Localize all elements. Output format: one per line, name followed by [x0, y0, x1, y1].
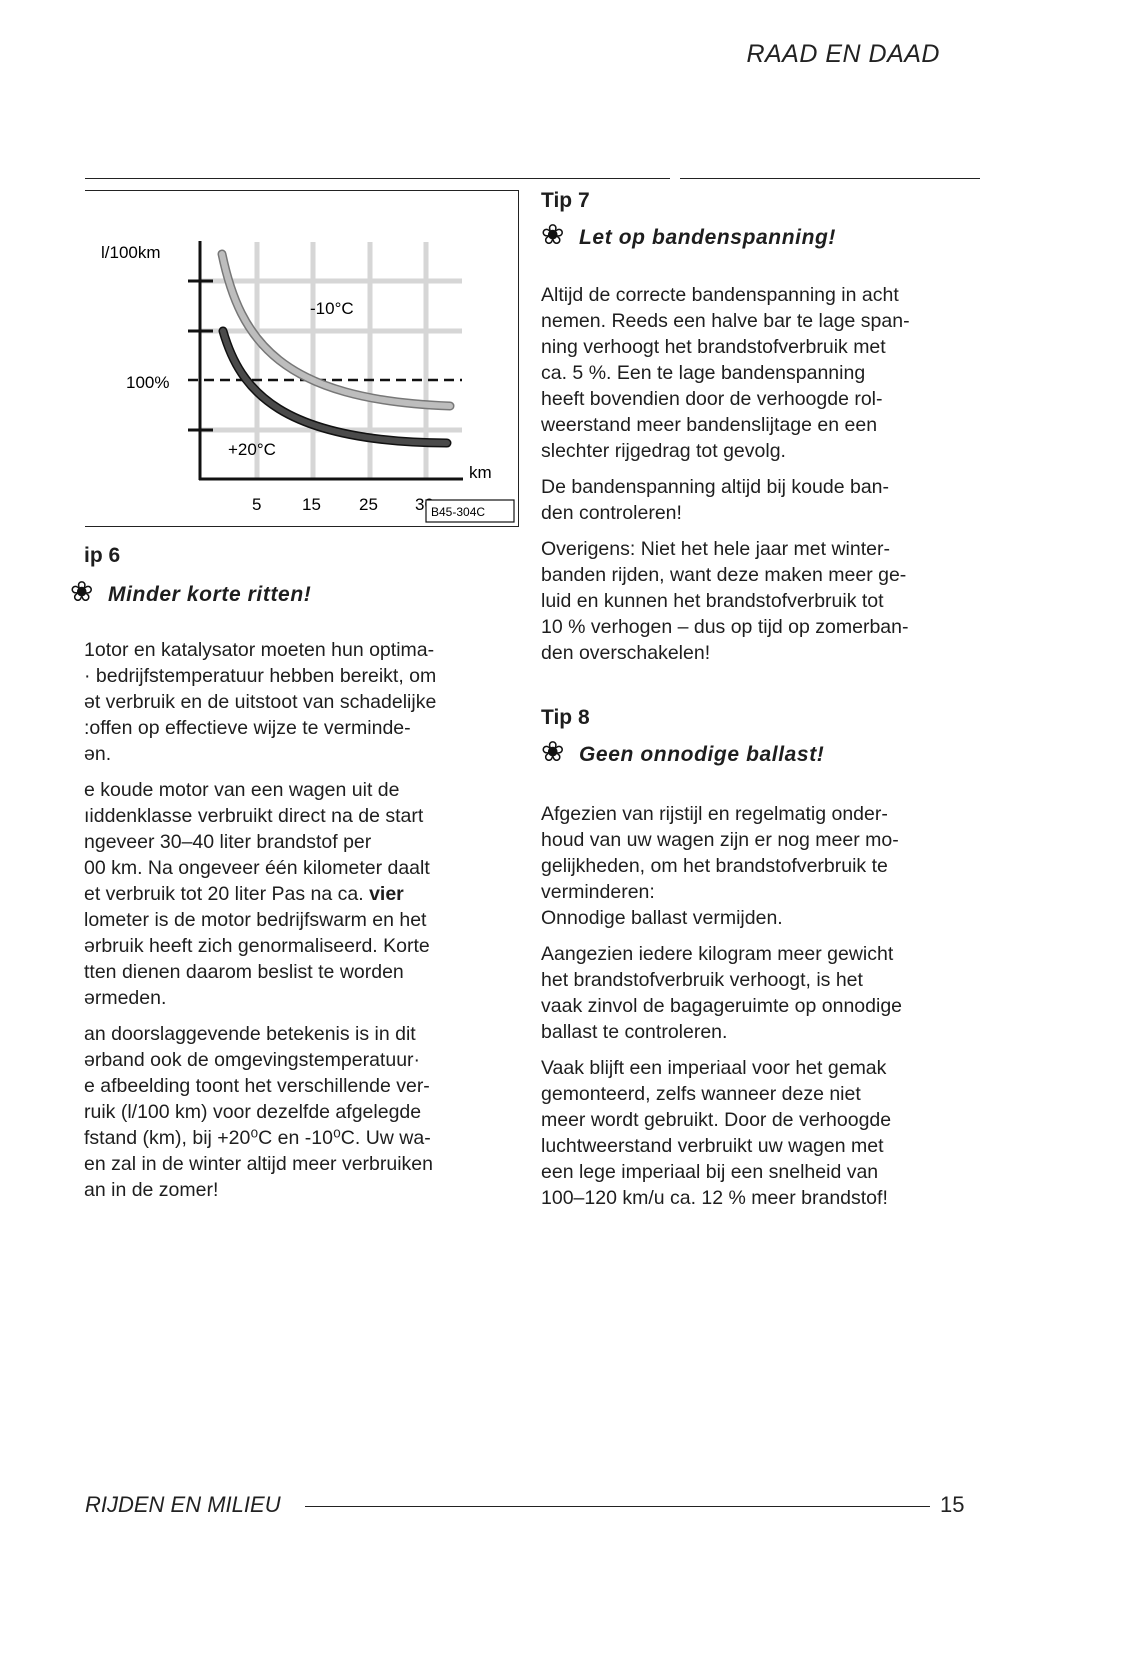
tip6-title: Minder korte ritten! — [108, 583, 312, 606]
text-line: e afbeelding toont het verschillende ver… — [84, 1075, 430, 1097]
text-line: ən. — [84, 743, 112, 765]
text-line: luchtweerstand verbruikt uw wagen met — [541, 1135, 884, 1157]
flower-icon: ❀ — [541, 736, 565, 767]
text-line: ruik (l/100 km) voor dezelfde afgelegde — [84, 1101, 422, 1123]
text-line: ərmeden. — [84, 987, 167, 1009]
curve-cold — [219, 251, 453, 409]
tip8-title: Geen onnodige ballast! — [579, 743, 825, 766]
text-line: heeft bovendien door de verhoogde rol- — [541, 388, 883, 410]
text-line: den controleren! — [541, 502, 682, 524]
text-line: Vaak blijft een imperiaal voor het gemak — [541, 1057, 887, 1079]
text-line: gemonteerd, zelfs wanneer deze niet — [541, 1083, 861, 1105]
text-line: houd van uw wagen zijn er nog meer mo- — [541, 829, 899, 851]
consumption-figure: l/100km 100% -10°C +20°C km 5 15 25 30 B… — [101, 241, 515, 523]
text-line: 10 % verhogen – dus op tijd op zomerban- — [541, 616, 909, 638]
text-line: gelijkheden, om het brandstofverbruik te — [541, 855, 888, 877]
text-line: Onnodige ballast vermijden. — [541, 907, 783, 929]
tip7-paragraph: Altijd de correcte bandenspanning in ach… — [541, 282, 1001, 464]
curve-warm-label: +20°C — [228, 440, 276, 459]
footer-rule — [305, 1506, 930, 1507]
text-line: ngeveer 30–40 liter brandstof per — [84, 831, 372, 853]
text-line: ət verbruik en de uitstoot van schadelij… — [84, 691, 437, 713]
x-axis-label: km — [469, 463, 492, 482]
grid — [200, 242, 462, 478]
tip8-paragraph: Afgezien van rijstijl en regelmatig onde… — [541, 801, 1001, 931]
divider — [680, 178, 980, 179]
text-line: Overigens: Niet het hele jaar met winter… — [541, 538, 890, 560]
tip8-number: Tip 8 — [541, 706, 590, 729]
figure-frame — [85, 190, 519, 527]
text-line: lometer is de motor bedrijfswarm en het — [84, 909, 427, 931]
tip7-paragraph: De bandenspanning altijd bij koude ban- … — [541, 474, 1001, 526]
text-fragment: et verbruik tot 20 liter Pas na ca. — [84, 883, 370, 905]
text-line: banden rijden, want deze maken meer ge- — [541, 564, 907, 586]
y-axis-label: l/100km — [101, 243, 161, 262]
running-footer: RIJDEN EN MILIEU — [85, 1492, 281, 1517]
text-line: nemen. Reeds een halve bar te lage span- — [541, 310, 910, 332]
text-line: fstand (km), bij +20⁰C en -10⁰C. Uw wa- — [84, 1127, 431, 1149]
text-line: ning verhoogt het brandstofverbruik met — [541, 336, 886, 358]
text-line: het brandstofverbruik verhoogt, is het — [541, 969, 863, 991]
x-tick-label: 15 — [302, 495, 321, 514]
text-line: Altijd de correcte bandenspanning in ach… — [541, 284, 899, 306]
curve-cold-label: -10°C — [310, 299, 354, 318]
tip6-paragraph: an doorslaggevende betekenis is in dit ə… — [84, 1021, 530, 1203]
text-line: e koude motor van een wagen uit de — [84, 779, 400, 801]
flower-icon: ❀ — [541, 219, 565, 250]
page-number: 15 — [940, 1492, 965, 1517]
tip7-number: Tip 7 — [541, 189, 590, 212]
text-line: ıiddenklasse verbruikt direct na de star… — [84, 805, 424, 827]
text-line: ərband ook de omgevingstemperatuur· — [84, 1049, 421, 1071]
text-line: an doorslaggevende betekenis is in dit — [84, 1023, 416, 1045]
text-line: slechter rijgedrag tot gevolg. — [541, 440, 786, 462]
tip7-paragraph: Overigens: Niet het hele jaar met winter… — [541, 536, 1001, 666]
tip6-paragraph: e koude motor van een wagen uit de ıidde… — [84, 777, 530, 1011]
text-line: meer wordt gebruikt. Door de verhoogde — [541, 1109, 892, 1131]
text-line: De bandenspanning altijd bij koude ban- — [541, 476, 890, 498]
text-line: · bedrijfstemperatuur hebben bereikt, om — [84, 665, 437, 687]
emphasis: vier — [369, 883, 404, 905]
curve-warm — [220, 328, 450, 446]
tip6-number: ip 6 — [84, 544, 121, 567]
text-line: an in de zomer! — [84, 1179, 219, 1201]
text-line: luid en kunnen het brandstofverbruik tot — [541, 590, 884, 612]
tip8-paragraph: Vaak blijft een imperiaal voor het gemak… — [541, 1055, 1001, 1211]
text-line: tten dienen daarom beslist te worden — [84, 961, 404, 983]
divider — [85, 178, 670, 179]
text-line: vaak zinvol de bagageruimte op onnodige — [541, 995, 903, 1017]
reference-label: 100% — [126, 373, 169, 392]
text-line: Afgezien van rijstijl en regelmatig onde… — [541, 803, 888, 825]
text-line: ballast te controleren. — [541, 1021, 728, 1043]
text-line: et verbruik tot 20 liter Pas na ca. vier — [84, 881, 530, 907]
text-line: Aangezien iedere kilogram meer gewicht — [541, 943, 894, 965]
tip6-paragraph: 1otor en katalysator moeten hun optima- … — [84, 637, 530, 767]
text-line: 100–120 km/u ca. 12 % meer brandstof! — [541, 1187, 888, 1209]
x-tick-label: 25 — [359, 495, 378, 514]
tip6-section: ip 6 ❀ Minder korte ritten! 1otor en kata… — [70, 543, 530, 1213]
running-header: RAAD EN DAAD — [746, 40, 940, 68]
tip8-section: Tip 8 ❀ Geen onnodige ballast! Afgezien v… — [541, 705, 1001, 1221]
text-line: weerstand meer bandenslijtage en een — [541, 414, 878, 436]
figure-code-box — [425, 499, 515, 523]
text-line: :offen op effectieve wijze te verminde- — [84, 717, 411, 739]
text-line: verminderen: — [541, 881, 655, 903]
text-line: 1otor en katalysator moeten hun optima- — [84, 639, 435, 661]
text-line: een lege imperiaal bij een snelheid van — [541, 1161, 879, 1183]
flower-icon: ❀ — [70, 576, 94, 607]
tip7-title: Let op bandenspanning! — [579, 226, 837, 249]
text-line: den overschakelen! — [541, 642, 711, 664]
tip8-paragraph: Aangezien iedere kilogram meer gewicht h… — [541, 941, 1001, 1045]
text-line: 00 km. Na ongeveer één kilometer daalt — [84, 857, 430, 879]
text-line: en zal in de winter altijd meer verbruik… — [84, 1153, 434, 1175]
text-line: ərbruik heeft zich genormaliseerd. Korte — [84, 935, 430, 957]
x-tick-label: 5 — [252, 495, 261, 514]
text-line: ca. 5 %. Een te lage bandenspanning — [541, 362, 866, 384]
tip7-section: Tip 7 ❀ Let op bandenspanning! Altijd de … — [541, 188, 1001, 676]
figure-code: B45-304C — [431, 505, 485, 519]
